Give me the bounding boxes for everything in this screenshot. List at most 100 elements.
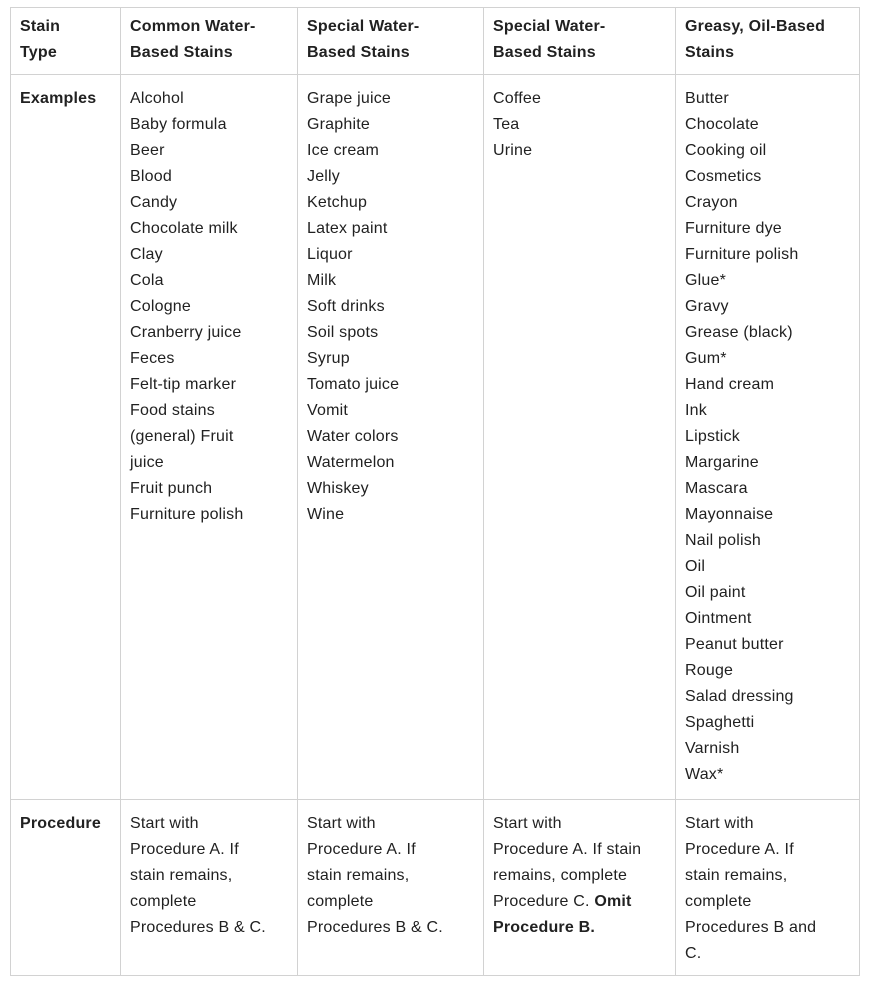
example-item: Butter	[685, 90, 729, 107]
examples-greasy-oil-based: Butter Chocolate Cooking oil Cosmetics Crayo…	[675, 74, 860, 800]
header-line: Common Water-	[130, 18, 256, 35]
procedure-line: C.	[685, 945, 702, 962]
procedure-line: stain remains,	[307, 867, 410, 884]
procedure-line: Start with	[493, 815, 562, 832]
example-item: Furniture polish	[130, 506, 244, 523]
example-item: Cola	[130, 272, 164, 289]
procedure-row: Procedure Start with Procedure A. If stain…	[10, 799, 860, 976]
example-item: Varnish	[685, 740, 740, 757]
examples-row: Examples Alcohol Baby formula Beer Blood Can…	[10, 74, 860, 800]
examples-special-water-based-1: Grape juice Graphite Ice cream Jelly Ketchup…	[297, 74, 484, 800]
example-item: Watermelon	[307, 454, 395, 471]
example-item: Salad dressing	[685, 688, 794, 705]
header-line: Type	[20, 44, 57, 61]
header-line: Based Stains	[307, 44, 410, 61]
example-item: Lipstick	[685, 428, 740, 445]
example-item: Fruit punch	[130, 480, 213, 497]
example-item: Furniture polish	[685, 246, 799, 263]
example-item: Chocolate milk	[130, 220, 238, 237]
example-item: Liquor	[307, 246, 353, 263]
example-item: Oil paint	[685, 584, 746, 601]
example-item: Cooking oil	[685, 142, 767, 159]
example-item: Ice cream	[307, 142, 380, 159]
example-item: Food stains	[130, 402, 215, 419]
example-item: Blood	[130, 168, 172, 185]
example-item: Soft drinks	[307, 298, 385, 315]
row-label-procedure: Procedure	[10, 799, 121, 976]
example-item: Mascara	[685, 480, 748, 497]
example-item: Hand cream	[685, 376, 775, 393]
example-item: Alcohol	[130, 90, 184, 107]
header-line: Special Water-	[307, 18, 420, 35]
examples-common-water-based: Alcohol Baby formula Beer Blood Candy Chocola…	[120, 74, 298, 800]
example-item: Tomato juice	[307, 376, 400, 393]
example-item: Chocolate	[685, 116, 759, 133]
example-item: Grape juice	[307, 90, 392, 107]
example-item: Margarine	[685, 454, 759, 471]
procedure-line: Procedure A. If	[130, 841, 239, 858]
example-item: Cosmetics	[685, 168, 762, 185]
example-item: Baby formula	[130, 116, 227, 133]
text-run: Procedure C.	[493, 893, 595, 910]
example-item: Grease (black)	[685, 324, 793, 341]
example-item: (general) Fruit	[130, 428, 234, 445]
bold-text-run: Procedure B.	[493, 919, 595, 936]
example-item: Vomit	[307, 402, 349, 419]
header-line: Stain	[20, 18, 61, 35]
procedure-line: Procedures B and	[685, 919, 817, 936]
example-item: Clay	[130, 246, 163, 263]
example-item: Beer	[130, 142, 165, 159]
example-item: Mayonnaise	[685, 506, 774, 523]
header-greasy-oil-based: Greasy, Oil-Based Stains	[675, 7, 860, 75]
example-item: Furniture dye	[685, 220, 782, 237]
example-item: Coffee	[493, 90, 542, 107]
example-item: Nail polish	[685, 532, 762, 549]
procedure-line: Start with	[307, 815, 376, 832]
example-item: Soil spots	[307, 324, 379, 341]
example-item: Feces	[130, 350, 175, 367]
procedure-special-water-based-2: Start with Procedure A. If stain remains, …	[483, 799, 676, 976]
procedure-line: Procedures B & C.	[130, 919, 266, 936]
procedure-line: Procedure B.	[493, 915, 666, 941]
example-item: Peanut butter	[685, 636, 784, 653]
header-line: Based Stains	[493, 44, 596, 61]
procedure-line: Procedure A. If	[685, 841, 794, 858]
procedure-greasy-oil-based: Start with Procedure A. If stain remains, c…	[675, 799, 860, 976]
example-item: Felt-tip marker	[130, 376, 237, 393]
bold-text-run: Omit	[594, 893, 632, 910]
example-item: Candy	[130, 194, 178, 211]
example-item: Syrup	[307, 350, 350, 367]
procedure-line: complete	[685, 893, 752, 910]
example-item: Spaghetti	[685, 714, 755, 731]
example-item: Oil	[685, 558, 706, 575]
header-stain-type: Stain Type	[10, 7, 121, 75]
example-item: Latex paint	[307, 220, 388, 237]
header-row: Stain Type Common Water- Based Stains Spec…	[10, 7, 860, 75]
example-item: Tea	[493, 116, 520, 133]
example-item: Jelly	[307, 168, 341, 185]
example-item: Urine	[493, 142, 533, 159]
example-item: Wine	[307, 506, 345, 523]
example-item: Glue*	[685, 272, 727, 289]
procedure-line: remains, complete	[493, 867, 628, 884]
header-line: Special Water-	[493, 18, 606, 35]
example-item: Water colors	[307, 428, 399, 445]
procedure-line: Start with	[685, 815, 754, 832]
header-line: Greasy, Oil-Based	[685, 18, 826, 35]
procedure-line: Procedure C. Omit	[493, 889, 666, 915]
example-item: Ketchup	[307, 194, 368, 211]
header-special-water-based-2: Special Water- Based Stains	[483, 7, 676, 75]
procedure-common-water-based: Start with Procedure A. If stain remains, c…	[120, 799, 298, 976]
example-item: Milk	[307, 272, 337, 289]
header-line: Stains	[685, 44, 735, 61]
example-item: Gum*	[685, 350, 727, 367]
procedure-line: Procedures B & C.	[307, 919, 443, 936]
example-item: Cranberry juice	[130, 324, 242, 341]
examples-special-water-based-2: Coffee Tea Urine	[483, 74, 676, 800]
procedure-line: Procedure A. If	[307, 841, 416, 858]
procedure-line: Start with	[130, 815, 199, 832]
example-item: Wax*	[685, 766, 724, 783]
procedure-special-water-based-1: Start with Procedure A. If stain remains, c…	[297, 799, 484, 976]
stain-removal-guide-table: Stain Type Common Water- Based Stains Spec…	[10, 7, 860, 976]
header-common-water-based: Common Water- Based Stains	[120, 7, 298, 75]
